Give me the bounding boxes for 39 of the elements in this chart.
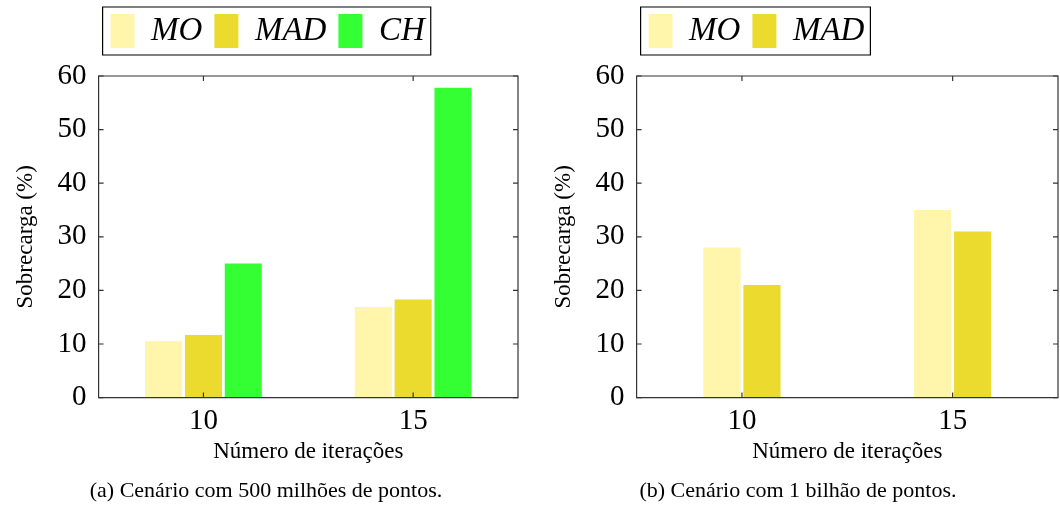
bar xyxy=(434,87,472,398)
legend-label: MAD xyxy=(253,10,327,47)
text: (b) Cenário com 1 bilhão de pontos. xyxy=(638,477,958,503)
x-tick-label: 10 xyxy=(727,402,757,435)
bar xyxy=(224,263,262,398)
y-axis-title: Sobrecarga (%) xyxy=(549,165,575,309)
legend-label: MAD xyxy=(791,10,865,47)
y-tick-label: 0 xyxy=(610,379,625,412)
x-tick-label: 10 xyxy=(188,402,218,435)
y-tick-label: 20 xyxy=(595,272,625,305)
bar xyxy=(354,307,392,398)
y-tick-label: 10 xyxy=(595,325,625,358)
bar xyxy=(145,341,183,398)
bar xyxy=(394,299,432,398)
y-axis-title: Sobrecarga (%) xyxy=(11,165,37,309)
legend-label: CH xyxy=(378,10,427,47)
bar xyxy=(703,247,741,398)
y-tick-label: 60 xyxy=(57,57,87,90)
y-tick-label: 50 xyxy=(595,111,625,144)
y-tick-label: 0 xyxy=(72,379,87,412)
y-tick-label: 40 xyxy=(57,164,87,197)
x-tick-label: 15 xyxy=(398,402,428,435)
y-tick-label: 20 xyxy=(57,272,87,305)
legend-label: MO xyxy=(688,10,741,47)
y-tick-label: 10 xyxy=(57,325,87,358)
y-tick-label: 30 xyxy=(57,218,87,251)
bar xyxy=(184,334,222,398)
bar xyxy=(743,285,781,398)
x-axis-title: Número de iterações xyxy=(752,438,943,464)
y-tick-label: 40 xyxy=(595,164,625,197)
x-axis-title: Número de iterações xyxy=(213,438,404,464)
y-tick-label: 50 xyxy=(57,111,87,144)
y-tick-label: 30 xyxy=(595,218,625,251)
bar xyxy=(914,210,952,398)
legend-label: MO xyxy=(150,10,203,47)
x-tick-label: 15 xyxy=(938,402,968,435)
y-tick-label: 60 xyxy=(595,57,625,90)
text: (a) Cenário com 500 milhões de pontos. xyxy=(88,477,444,503)
bar xyxy=(954,231,992,398)
